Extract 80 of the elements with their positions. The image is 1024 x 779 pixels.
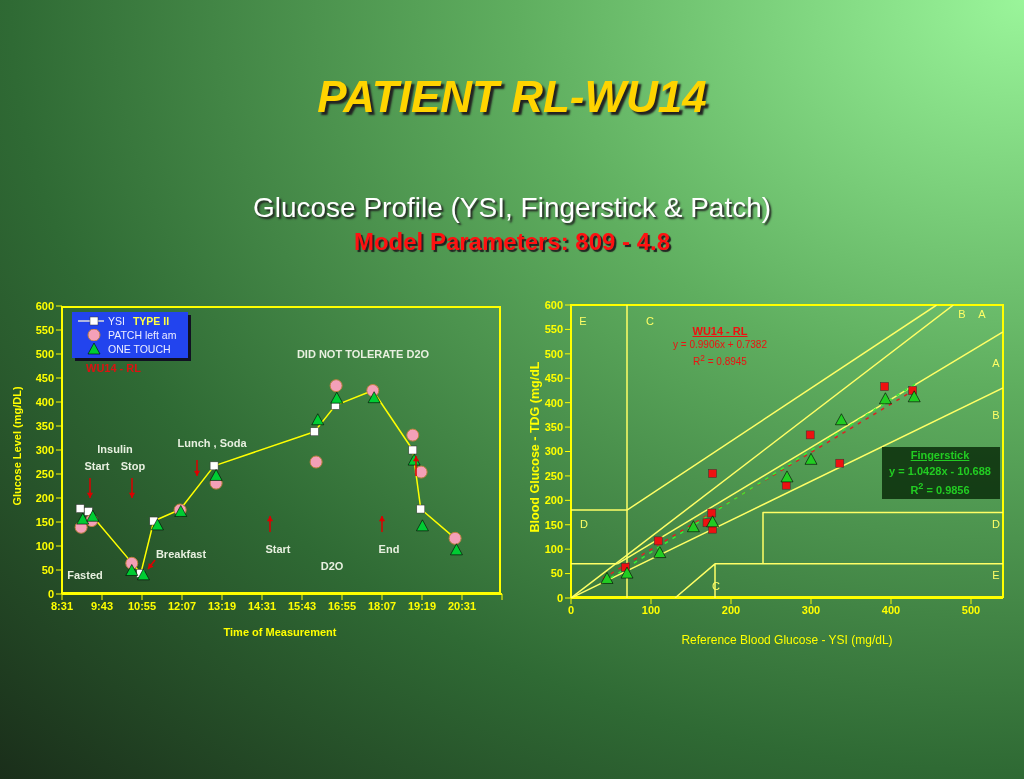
x-tick-label: 200 <box>721 603 741 616</box>
y-tick-label: 450 <box>35 371 54 384</box>
y-tick-label: 450 <box>544 372 563 385</box>
legend-label: YSI <box>108 314 125 328</box>
y-tick-label: 100 <box>35 539 54 552</box>
x-axis-title: Reference Blood Glucose - YSI (mg/dL) <box>680 633 894 647</box>
annotation: B <box>958 308 966 320</box>
annotation: E <box>579 315 587 327</box>
x-tick-label: 12:07 <box>167 599 197 612</box>
y-tick-label: 300 <box>35 443 54 456</box>
x-tick-label: 10:55 <box>127 599 157 612</box>
y-tick-label: 150 <box>35 515 54 528</box>
annotation: Start <box>265 543 291 555</box>
annotation: B <box>992 409 1000 421</box>
y-tick-label: 550 <box>35 323 54 336</box>
y-tick-label: 200 <box>35 491 54 504</box>
y-tick-label: 250 <box>544 469 563 482</box>
y-tick-label: 200 <box>544 494 563 507</box>
x-tick-label: 100 <box>641 603 661 616</box>
text: Model Parameters: 809 - 4.8 <box>352 228 672 256</box>
annotation: y = 0.9906x + 0.7382 <box>672 339 768 350</box>
y-tick-label: 550 <box>544 323 563 336</box>
annotation: A <box>992 357 1000 369</box>
annotation: y = 1.0428x - 10.688 <box>888 465 992 477</box>
y-tick-label: 600 <box>544 298 563 311</box>
annotation: A <box>978 308 986 320</box>
annotation: Fasted <box>67 569 103 581</box>
y-axis-title: Blood Glucose - TDG (mg/dL <box>528 360 542 535</box>
legend-label: PATCH left am <box>108 328 177 342</box>
annotation: Stop <box>120 460 146 472</box>
x-tick-label: 15:43 <box>287 599 317 612</box>
x-tick-label: 300 <box>801 603 821 616</box>
x-tick-label: 14:31 <box>247 599 277 612</box>
y-tick-label: 300 <box>544 445 563 458</box>
x-tick-label: 20:31 <box>447 599 477 612</box>
y-tick-label: 350 <box>544 420 563 433</box>
y-tick-label: 500 <box>35 347 54 360</box>
x-tick-label: 9:43 <box>90 599 114 612</box>
annotation: End <box>378 543 400 555</box>
annotation: D <box>992 518 1000 530</box>
annotation: E <box>992 569 1000 581</box>
y-tick-label: 50 <box>550 567 563 580</box>
y-tick-label: 100 <box>544 543 563 556</box>
y-tick-label: 150 <box>544 518 563 531</box>
annotation: Insulin <box>97 443 133 455</box>
annotation: Breakfast <box>155 548 207 560</box>
annotation: Lunch , Soda <box>177 437 247 449</box>
x-tick-label: 13:19 <box>207 599 237 612</box>
y-tick-label: 0 <box>47 587 54 600</box>
legend-label: ONE TOUCH <box>108 342 171 356</box>
y-tick-label: 0 <box>556 591 563 604</box>
annotation: WU14 - RL <box>86 362 141 374</box>
annotation: D2O <box>320 560 344 572</box>
x-tick-label: 8:31 <box>50 599 74 612</box>
x-tick-label: 19:19 <box>407 599 437 612</box>
y-tick-label: 500 <box>544 347 563 360</box>
y-tick-label: 50 <box>41 563 54 576</box>
annotation: D <box>580 518 588 530</box>
annotation: R$^{2}$ = 0.9856 <box>909 481 971 496</box>
x-tick-label: 18:07 <box>367 599 397 612</box>
chart-title: PATIENT RL-WU14 <box>316 72 708 122</box>
y-tick-label: 250 <box>35 467 54 480</box>
annotation: Start <box>84 460 110 472</box>
y-tick-label: 400 <box>544 396 563 409</box>
x-tick-label: 0 <box>567 603 575 616</box>
annotation: Fingerstick <box>909 449 971 461</box>
chart-subtitle: Glucose Profile (YSI, Fingerstick & Patch) <box>251 192 773 224</box>
legend-title: TYPE II <box>132 314 170 328</box>
annotation: R$^{2}$ = 0.8945 <box>692 353 748 368</box>
x-tick-label: 16:55 <box>327 599 357 612</box>
y-tick-label: 400 <box>35 395 54 408</box>
y-axis-title: Glucose Level (mg/DL) <box>11 385 23 508</box>
annotation: C <box>646 315 654 327</box>
x-tick-label: 400 <box>881 603 901 616</box>
annotation: WU14 - RL <box>692 325 748 337</box>
x-tick-label: 500 <box>961 603 981 616</box>
y-tick-label: 600 <box>35 299 54 312</box>
x-axis-title: Time of Measurement <box>222 626 338 638</box>
y-tick-label: 350 <box>35 419 54 432</box>
annotation: DID NOT TOLERATE D2O <box>296 348 430 360</box>
